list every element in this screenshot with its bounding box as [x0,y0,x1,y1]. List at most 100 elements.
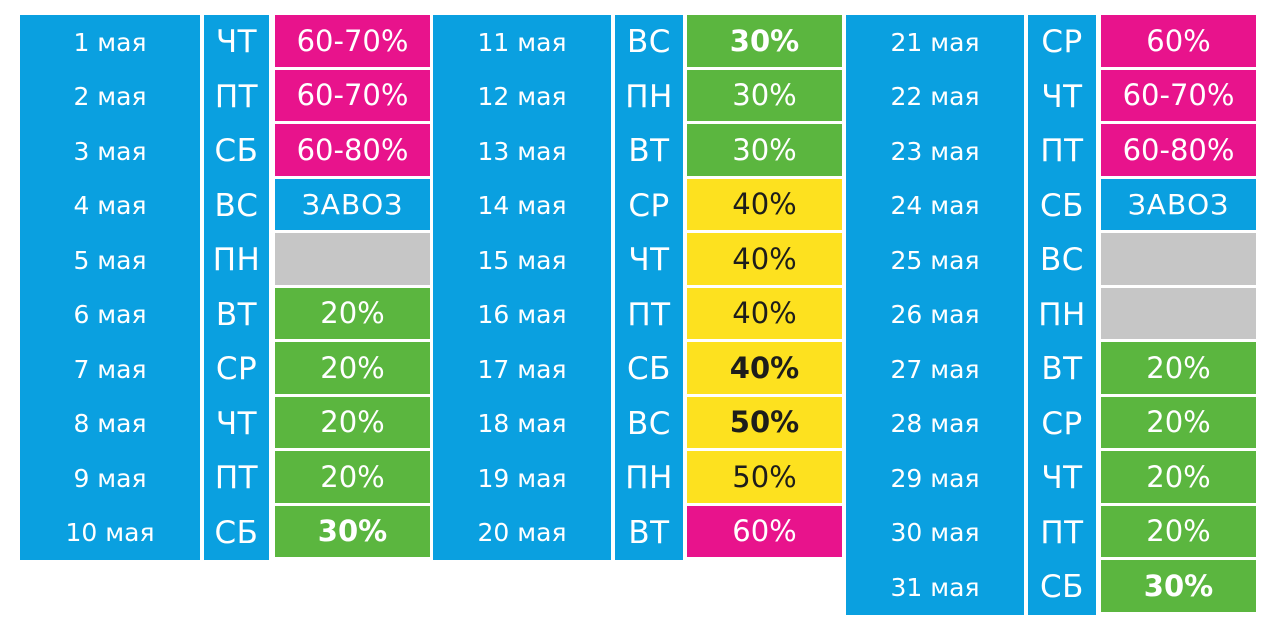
weekday-cell: ЧТ [1041,78,1083,115]
discount-cell: 60-70% [275,15,430,67]
discount-cell: 30% [1101,560,1256,612]
discount-cell: 60% [1101,15,1256,67]
date-column: 11 мая 12 мая 13 мая 14 мая 15 мая 16 мая 17 м… [433,15,611,560]
schedule-column-3: 21 мая 22 мая 23 мая 24 мая 25 мая 26 мая 27 м… [846,15,1256,615]
date-cell: 7 мая [73,354,147,384]
date-cell: 28 мая [890,409,980,439]
weekday-cell: ПТ [1040,514,1084,551]
date-cell: 1 мая [73,27,147,57]
discount-cell: 20% [1101,342,1256,394]
discount-cell: ЗАВОЗ [1101,178,1256,230]
date-cell: 4 мая [73,191,147,221]
date-cell: 27 мая [890,354,980,384]
weekday-cell: ВТ [628,133,670,170]
weekday-cell: ПН [212,242,261,279]
date-cell: 31 мая [890,572,980,602]
date-cell: 3 мая [73,136,147,166]
weekday-cell: ПН [1038,296,1086,333]
date-cell: 25 мая [890,245,980,275]
weekday-cell: ВС [627,405,671,442]
weekday-cell: ВТ [215,296,258,333]
discount-cell: 20% [275,396,430,448]
weekday-cell: СБ [1040,569,1084,606]
date-cell: 11 мая [477,27,567,57]
weekday-column: ВС ПН ВТ СР ЧТ ПТ СБ ВС ПН ВТ [615,15,683,560]
date-cell: 22 мая [890,82,980,112]
date-cell: 6 мая [73,300,147,330]
date-cell: 23 мая [890,136,980,166]
date-cell: 30 мая [890,518,980,548]
discount-cell: 20% [1101,505,1256,557]
discount-cell: 20% [1101,396,1256,448]
discount-cell: 60-70% [1101,69,1256,121]
date-column: 1 мая 2 мая 3 мая 4 мая 5 мая 6 мая 7 мая 8 мая… [20,15,200,560]
date-cell: 15 мая [477,245,567,275]
discount-cell: 60% [687,505,842,557]
weekday-cell: ЧТ [215,405,258,442]
weekday-column: СР ЧТ ПТ СБ ВС ПН ВТ СР ЧТ ПТ СБ [1028,15,1096,615]
weekday-cell: СБ [214,514,259,551]
date-cell: 20 мая [477,518,567,548]
discount-cell: 30% [687,124,842,176]
date-cell: 14 мая [477,191,567,221]
weekday-column: ЧТ ПТ СБ ВС ПН ВТ СР ЧТ ПТ СБ [204,15,269,560]
discount-cell: 20% [275,342,430,394]
discount-cell: 40% [687,287,842,339]
discount-cell: ЗАВОЗ [275,178,430,230]
date-column: 21 мая 22 мая 23 мая 24 мая 25 мая 26 мая 27 м… [846,15,1024,615]
discount-cell: 20% [275,287,430,339]
weekday-cell: ВТ [1041,351,1083,388]
schedule-column-2: 11 мая 12 мая 13 мая 14 мая 15 мая 16 мая 17 м… [433,15,842,560]
weekday-cell: ПН [625,78,673,115]
empty-discount-cell [1101,233,1256,285]
discount-cell: 50% [687,396,842,448]
empty-discount-cell [1101,287,1256,339]
date-cell: 9 мая [73,463,147,493]
schedule-column-1: 1 мая 2 мая 3 мая 4 мая 5 мая 6 мая 7 мая 8 мая… [20,15,430,560]
weekday-cell: ЧТ [1041,460,1083,497]
discount-cell: 30% [687,69,842,121]
weekday-cell: СР [1041,24,1083,61]
discount-cell: 60-80% [1101,124,1256,176]
discount-cell: 20% [275,451,430,503]
discount-cell: 60-80% [275,124,430,176]
weekday-cell: ПТ [214,78,259,115]
date-cell: 19 мая [477,463,567,493]
date-cell: 17 мая [477,354,567,384]
date-cell: 12 мая [477,82,567,112]
discount-cell: 20% [1101,451,1256,503]
weekday-cell: СБ [627,351,671,388]
date-cell: 21 мая [890,27,980,57]
weekday-cell: СР [215,351,258,388]
date-cell: 8 мая [73,409,147,439]
discount-column: 30% 30% 30% 40% 40% 40% 40% 50% 50% 60% [687,15,842,560]
discount-column: 60-70% 60-70% 60-80% ЗАВОЗ 20% 20% 20% 20% 30% [275,15,430,560]
discount-cell: 40% [687,178,842,230]
weekday-cell: ВС [627,24,671,61]
weekday-cell: ПН [625,460,673,497]
weekday-cell: ПТ [627,296,671,333]
discount-cell: 40% [687,342,842,394]
discount-cell: 30% [275,505,430,557]
discount-column: 60% 60-70% 60-80% ЗАВОЗ 20% 20% 20% 20% 30% [1101,15,1256,615]
date-cell: 24 мая [890,191,980,221]
discount-cell: 60-70% [275,69,430,121]
date-cell: 2 мая [73,82,147,112]
discount-cell: 40% [687,233,842,285]
date-cell: 29 мая [890,463,980,493]
date-cell: 16 мая [477,300,567,330]
date-cell: 10 мая [65,518,155,548]
date-cell: 13 мая [477,136,567,166]
date-cell: 18 мая [477,409,567,439]
date-cell: 5 мая [73,245,147,275]
weekday-cell: ЧТ [215,24,258,61]
weekday-cell: СБ [1040,187,1084,224]
weekday-cell: СБ [214,133,259,170]
weekday-cell: ВС [214,187,259,224]
weekday-cell: СР [1041,405,1083,442]
weekday-cell: СР [628,187,670,224]
weekday-cell: ВС [1040,242,1084,279]
discount-cell: 30% [687,15,842,67]
weekday-cell: ЧТ [628,242,670,279]
weekday-cell: ПТ [1040,133,1084,170]
